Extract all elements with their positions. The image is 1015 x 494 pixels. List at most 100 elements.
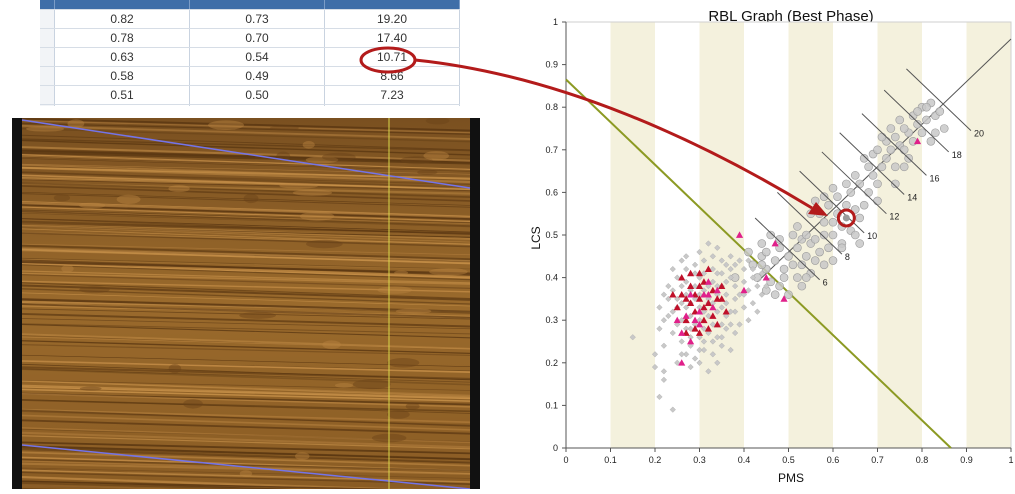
- y-tick-label: 0.4: [545, 273, 558, 283]
- data-point-diamond: [745, 287, 752, 294]
- data-point-diamond: [763, 283, 770, 290]
- data-point-circle: [890, 132, 900, 142]
- striation-line: [21, 270, 471, 284]
- table-cell: 7.23: [324, 85, 460, 105]
- data-point-diamond: [669, 329, 676, 337]
- striation-line: [21, 210, 471, 227]
- row-gutter: [40, 85, 55, 105]
- striation-line: [21, 177, 471, 189]
- data-point-circle: [926, 136, 936, 146]
- striation-line: [21, 243, 471, 256]
- data-point-diamond: [727, 253, 734, 260]
- data-point-diamond: [678, 338, 685, 345]
- x-tick-label: 1: [1008, 455, 1013, 465]
- data-point-circle: [788, 230, 798, 240]
- data-point-circle: [922, 115, 931, 125]
- data-point-diamond: [723, 278, 730, 285]
- striation-line: [21, 318, 471, 330]
- data-point-triangle: [709, 303, 717, 311]
- data-point-circle: [819, 230, 829, 240]
- table-cell: 0.70: [189, 28, 325, 48]
- column-header: [54, 0, 190, 10]
- data-point-circle: [935, 107, 945, 116]
- striation-line: [21, 462, 471, 475]
- striation-line: [21, 248, 471, 265]
- data-point-triangle: [704, 299, 712, 307]
- striation-line: [21, 484, 171, 489]
- surface-pit: [79, 286, 110, 294]
- chart-title: RBL Graph (Best Phase): [708, 8, 873, 25]
- data-point-triangle: [695, 320, 704, 328]
- striation-line: [21, 178, 471, 190]
- data-point-diamond: [705, 368, 712, 375]
- data-point-triangle: [682, 312, 690, 319]
- data-point-triangle: [678, 359, 686, 366]
- striation-line: [21, 302, 471, 319]
- y-tick-label: 0.7: [545, 145, 558, 155]
- data-point-triangle: [718, 295, 726, 302]
- data-point-diamond: [678, 351, 685, 358]
- data-point-diamond: [723, 291, 730, 298]
- row-gutter: [40, 9, 55, 29]
- striation-line: [21, 179, 471, 192]
- data-point-circle: [855, 239, 865, 248]
- data-point-circle: [815, 247, 824, 257]
- data-point-circle: [873, 196, 882, 206]
- data-point-diamond: [700, 257, 708, 264]
- striation-line: [21, 264, 471, 281]
- rbl-contour-label: 12: [889, 212, 899, 222]
- data-point-diamond: [651, 363, 659, 371]
- data-point-circle: [859, 154, 869, 163]
- data-point-circle: [913, 107, 922, 116]
- data-point-circle: [810, 256, 820, 265]
- data-point-diamond: [718, 304, 725, 311]
- data-point-diamond: [718, 342, 725, 349]
- striation-line: [21, 280, 471, 293]
- striation-line: [21, 484, 161, 489]
- data-point-circle: [761, 247, 771, 257]
- data-point-diamond: [665, 283, 672, 290]
- data-point-diamond: [700, 325, 708, 332]
- surface-pit: [395, 308, 432, 314]
- data-point-triangle: [691, 325, 699, 332]
- plot-band: [966, 22, 1011, 448]
- data-point-diamond: [714, 244, 721, 251]
- surface-pit: [239, 312, 277, 319]
- surface-pit: [67, 119, 85, 129]
- surface-micrograph: [12, 118, 480, 489]
- striation-line: [21, 414, 471, 431]
- data-point-circle: [917, 128, 927, 138]
- data-point-triangle: [735, 231, 744, 238]
- data-point-diamond: [709, 278, 716, 285]
- surface-pit: [168, 185, 190, 193]
- striation-line: [21, 119, 471, 134]
- data-point-circle: [766, 230, 775, 240]
- data-point-diamond: [740, 291, 748, 298]
- striation-line: [21, 134, 471, 151]
- striation-line: [21, 428, 471, 443]
- striation-line: [21, 185, 471, 202]
- table-cell: 0.82: [54, 9, 190, 29]
- striation-line: [21, 476, 385, 489]
- data-point-diamond: [656, 393, 663, 400]
- row-gutter: [40, 28, 55, 48]
- table-cell: 19.20: [324, 9, 460, 29]
- data-point-diamond: [669, 406, 676, 413]
- data-point-diamond: [696, 359, 703, 366]
- striation-line: [21, 232, 471, 248]
- x-tick-label: 0.2: [649, 455, 662, 465]
- data-point-diamond: [669, 308, 676, 315]
- surface-pit: [61, 264, 74, 273]
- striation-line: [21, 249, 471, 264]
- striation-line: [21, 467, 471, 479]
- data-point-circle: [775, 234, 784, 244]
- rbl-contour-line: [906, 68, 972, 131]
- striation-line: [21, 212, 471, 228]
- data-point-diamond: [691, 270, 699, 277]
- striation-line: [21, 209, 471, 224]
- data-point-diamond: [700, 308, 708, 315]
- data-point-triangle: [687, 291, 695, 298]
- data-point-triangle: [771, 239, 779, 247]
- rbl-contour-label: 6: [823, 278, 828, 288]
- data-point-diamond: [714, 359, 721, 366]
